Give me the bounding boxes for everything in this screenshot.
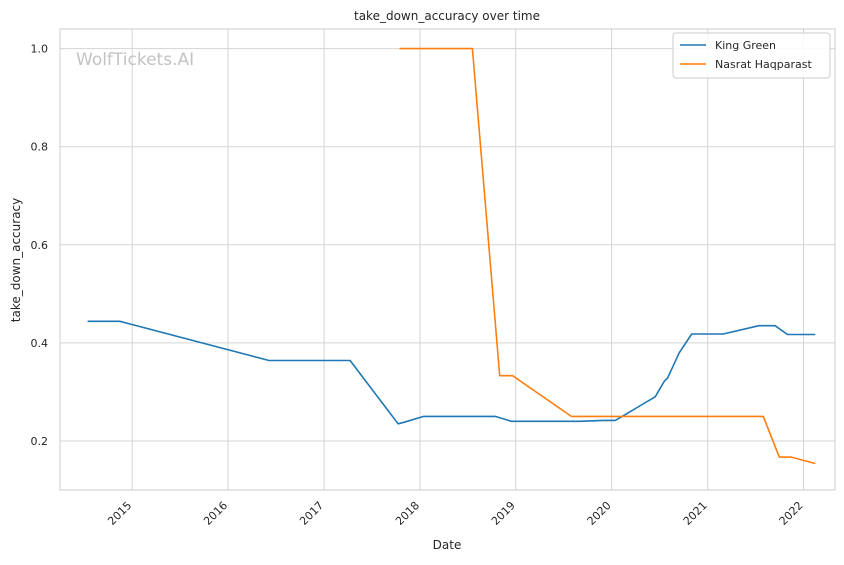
- legend-label-nasrat-haqparast: Nasrat Haqparast: [715, 58, 812, 71]
- watermark: WolfTickets.AI: [76, 50, 194, 70]
- series-line-king-green: [87, 320, 816, 425]
- y-tick-label: 0.8: [31, 141, 49, 154]
- y-tick-label: 0.2: [31, 435, 49, 448]
- legend-box: [672, 32, 831, 79]
- y-tick-label: 0.4: [31, 337, 49, 350]
- series-line-nasrat-haqparast: [399, 47, 816, 465]
- legend: King Green Nasrat Haqparast: [672, 32, 831, 79]
- x-axis-label: Date: [433, 538, 462, 552]
- legend-label-king-green: King Green: [715, 39, 776, 52]
- y-tick-label: 1.0: [31, 43, 49, 56]
- y-axis-label: take_down_accuracy: [9, 198, 23, 322]
- plot-frame: [59, 28, 836, 491]
- y-tick-label: 0.6: [31, 239, 49, 252]
- chart-title: take_down_accuracy over time: [354, 9, 540, 23]
- series-lines: [87, 47, 816, 465]
